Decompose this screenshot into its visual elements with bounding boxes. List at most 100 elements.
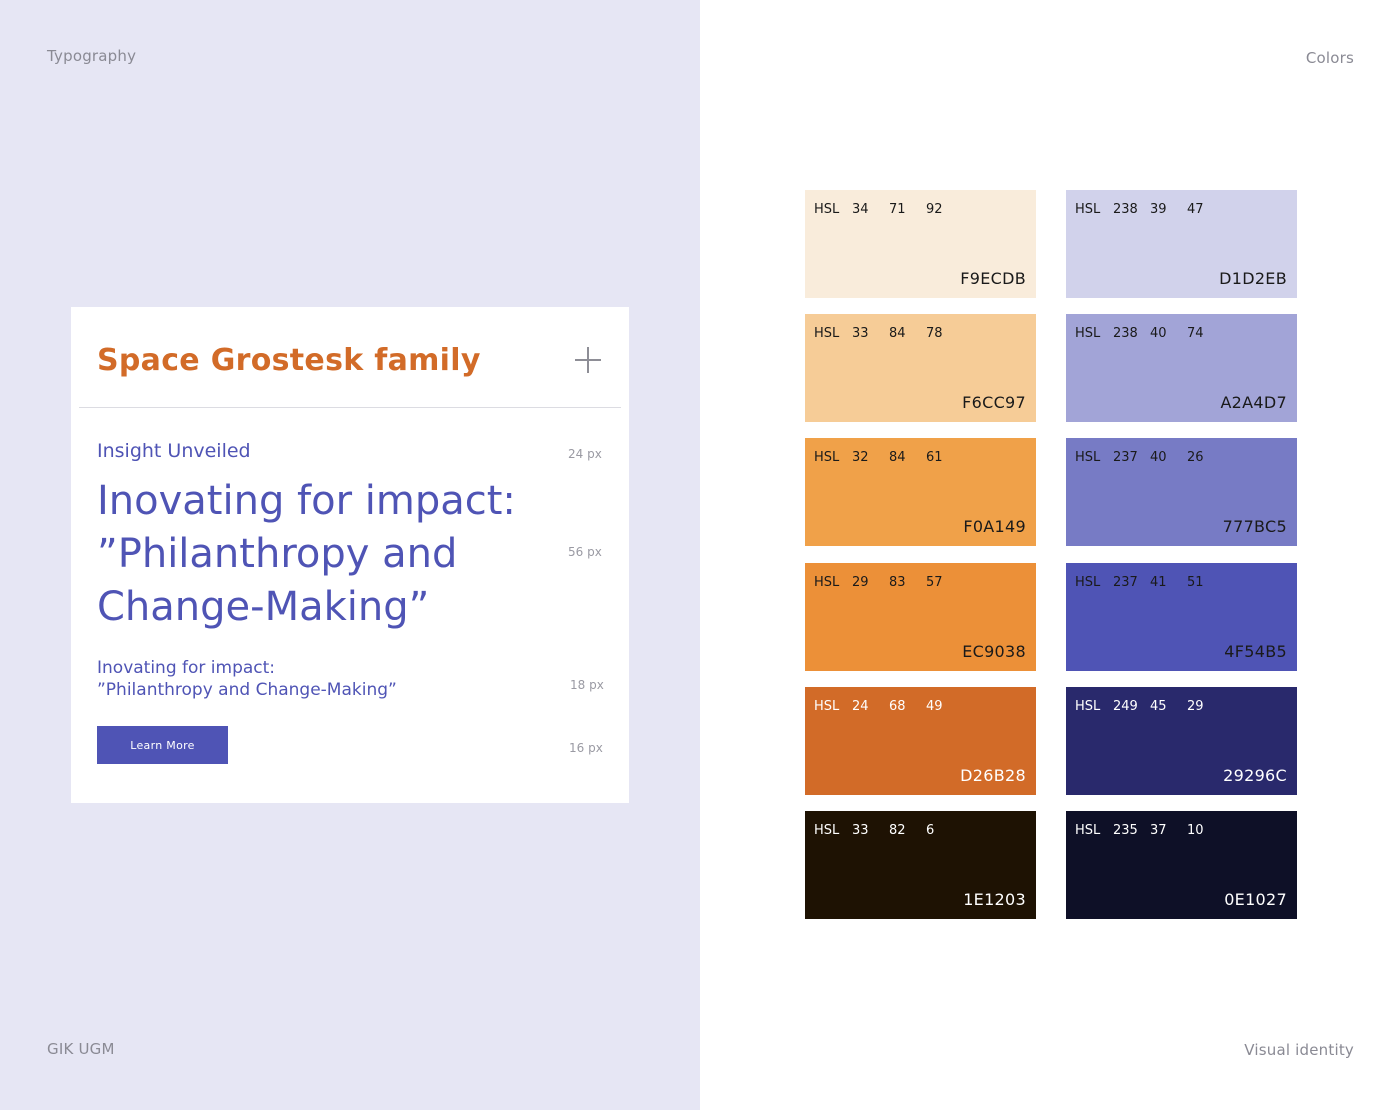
swatch-lightness: 92 (926, 202, 943, 217)
swatch-lightness: 57 (926, 575, 943, 590)
swatch-hsl: HSL 249 45 29 (1075, 699, 1224, 714)
swatch-hsl-label: HSL (1075, 450, 1101, 465)
plus-icon[interactable] (575, 347, 601, 373)
swatch-hsl-label: HSL (814, 202, 840, 217)
swatch-lightness: 29 (1187, 699, 1204, 714)
swatch-lightness: 10 (1187, 823, 1204, 838)
swatch-hue: 29 (852, 575, 869, 590)
color-swatch[interactable]: HSL 29 83 57 EC9038 (805, 563, 1036, 671)
swatch-hue: 249 (1113, 699, 1138, 714)
swatch-hue: 34 (852, 202, 869, 217)
swatch-hsl-label: HSL (814, 450, 840, 465)
swatch-hsl-label: HSL (814, 326, 840, 341)
swatch-lightness: 61 (926, 450, 943, 465)
color-swatch[interactable]: HSL 32 84 61 F0A149 (805, 438, 1036, 546)
swatch-saturation: 39 (1150, 202, 1167, 217)
swatch-lightness: 51 (1187, 575, 1204, 590)
swatch-saturation: 40 (1150, 326, 1167, 341)
swatch-hue: 24 (852, 699, 869, 714)
color-swatch[interactable]: HSL 238 40 74 A2A4D7 (1066, 314, 1297, 422)
brand-label: GIK UGM (47, 1040, 115, 1058)
swatch-hsl: HSL 237 40 26 (1075, 450, 1224, 465)
swatch-hue: 235 (1113, 823, 1138, 838)
sample-subheading: Insight Unveiled (97, 440, 251, 462)
swatch-saturation: 71 (889, 202, 906, 217)
size-label-56: 56 px (568, 545, 602, 559)
swatch-hue: 237 (1113, 450, 1138, 465)
swatch-hsl: HSL 32 84 61 (814, 450, 963, 465)
typography-card: Space Grostesk family Insight Unveiled 2… (71, 307, 629, 803)
color-swatch[interactable]: HSL 238 39 47 D1D2EB (1066, 190, 1297, 298)
swatch-hex: F6CC97 (962, 393, 1026, 412)
swatch-lightness: 74 (1187, 326, 1204, 341)
swatch-saturation: 84 (889, 326, 906, 341)
card-title: Space Grostesk family (97, 343, 481, 378)
size-label-16: 16 px (569, 741, 603, 755)
swatch-saturation: 82 (889, 823, 906, 838)
swatch-saturation: 83 (889, 575, 906, 590)
swatch-hue: 33 (852, 326, 869, 341)
swatch-hex: 29296C (1223, 766, 1287, 785)
swatch-hsl: HSL 24 68 49 (814, 699, 963, 714)
swatch-hsl: HSL 33 82 6 (814, 823, 963, 838)
color-swatch[interactable]: HSL 237 40 26 777BC5 (1066, 438, 1297, 546)
swatch-hex: 0E1027 (1224, 890, 1287, 909)
swatch-hex: 1E1203 (963, 890, 1026, 909)
swatch-hsl: HSL 29 83 57 (814, 575, 963, 590)
size-label-18: 18 px (570, 678, 604, 692)
visual-identity-label: Visual identity (1244, 1041, 1354, 1059)
colors-panel: Colors HSL 34 71 92 F9ECDB HSL 238 39 47 D1D2EB HS… (700, 0, 1400, 1110)
swatch-saturation: 40 (1150, 450, 1167, 465)
swatch-hex: F0A149 (963, 517, 1026, 536)
swatch-lightness: 26 (1187, 450, 1204, 465)
learn-more-button[interactable]: Learn More (97, 726, 228, 764)
swatch-hue: 237 (1113, 575, 1138, 590)
swatch-hsl-label: HSL (814, 699, 840, 714)
swatch-hex: 4F54B5 (1224, 642, 1287, 661)
color-swatch[interactable]: HSL 249 45 29 29296C (1066, 687, 1297, 795)
swatch-saturation: 68 (889, 699, 906, 714)
swatch-hex: D1D2EB (1219, 269, 1287, 288)
color-swatch[interactable]: HSL 33 84 78 F6CC97 (805, 314, 1036, 422)
swatch-hsl: HSL 238 40 74 (1075, 326, 1224, 341)
typography-panel: Typography Space Grostesk family Insight… (0, 0, 700, 1110)
swatch-saturation: 41 (1150, 575, 1167, 590)
swatch-hue: 238 (1113, 326, 1138, 341)
swatch-hex: F9ECDB (960, 269, 1026, 288)
swatch-lightness: 47 (1187, 202, 1204, 217)
swatch-hsl-label: HSL (1075, 202, 1101, 217)
swatch-hex: EC9038 (962, 642, 1026, 661)
swatch-hsl-label: HSL (1075, 326, 1101, 341)
colors-label: Colors (1305, 49, 1354, 67)
swatch-hsl-label: HSL (1075, 699, 1101, 714)
color-swatch[interactable]: HSL 24 68 49 D26B28 (805, 687, 1036, 795)
swatch-hsl-label: HSL (814, 575, 840, 590)
color-swatch[interactable]: HSL 34 71 92 F9ECDB (805, 190, 1036, 298)
swatch-hex: A2A4D7 (1220, 393, 1287, 412)
swatch-hue: 32 (852, 450, 869, 465)
sample-headline: Inovating for impact: ”Philanthropy and … (97, 478, 516, 630)
swatch-hsl-label: HSL (1075, 823, 1101, 838)
swatch-hsl: HSL 34 71 92 (814, 202, 963, 217)
swatch-saturation: 37 (1150, 823, 1167, 838)
color-swatch[interactable]: HSL 237 41 51 4F54B5 (1066, 563, 1297, 671)
swatch-hsl: HSL 237 41 51 (1075, 575, 1224, 590)
card-divider (79, 407, 621, 408)
color-swatch[interactable]: HSL 235 37 10 0E1027 (1066, 811, 1297, 919)
swatch-hsl-label: HSL (814, 823, 840, 838)
size-label-24: 24 px (568, 447, 602, 461)
swatch-hsl-label: HSL (1075, 575, 1101, 590)
swatch-hue: 33 (852, 823, 869, 838)
swatch-hex: 777BC5 (1222, 517, 1287, 536)
color-swatch[interactable]: HSL 33 82 6 1E1203 (805, 811, 1036, 919)
swatch-lightness: 6 (926, 823, 935, 838)
swatch-hex: D26B28 (960, 766, 1026, 785)
sample-body: Inovating for impact: ”Philanthropy and … (97, 658, 397, 700)
swatch-saturation: 84 (889, 450, 906, 465)
typography-label: Typography (47, 47, 137, 65)
swatch-lightness: 78 (926, 326, 943, 341)
swatch-saturation: 45 (1150, 699, 1167, 714)
swatch-hsl: HSL 33 84 78 (814, 326, 963, 341)
swatch-hsl: HSL 238 39 47 (1075, 202, 1224, 217)
swatch-hue: 238 (1113, 202, 1138, 217)
